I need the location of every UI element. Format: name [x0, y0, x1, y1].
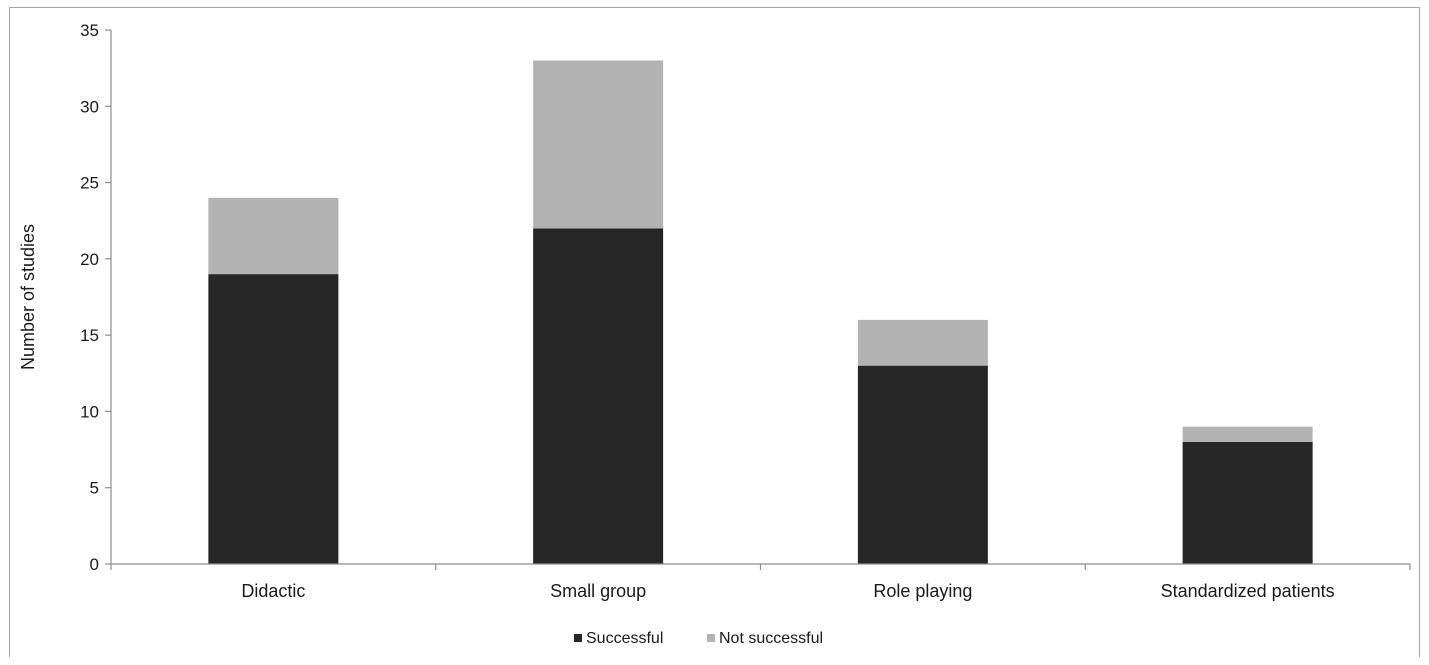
y-tick-label: 10 — [80, 402, 99, 421]
x-category-label: Didactic — [241, 581, 305, 601]
bar-not-successful — [857, 319, 988, 366]
x-category-label: Small group — [550, 581, 646, 601]
stacked-bar-chart: 0 5 10 15 20 25 30 35 Didactic Small group Role p… — [18, 21, 1411, 647]
y-axis-title: Number of studies — [18, 224, 38, 370]
bar-successful — [533, 228, 664, 565]
x-axis-ticks: Didactic Small group Role playing Standardi… — [110, 564, 1411, 601]
y-axis-ticks: 0 5 10 15 20 25 30 35 — [80, 21, 111, 574]
x-category-label: Role playing — [873, 581, 972, 601]
bar-not-successful — [1182, 426, 1313, 442]
bar-successful — [857, 365, 988, 564]
legend-label: Successful — [586, 630, 663, 647]
chart-frame: 0 5 10 15 20 25 30 35 Didactic Small group Role p… — [9, 7, 1420, 657]
bar-successful — [1182, 441, 1313, 564]
y-tick-label: 35 — [80, 21, 99, 40]
bar-not-successful — [533, 60, 664, 229]
legend: Successful Not successful — [574, 630, 823, 647]
legend-label: Not successful — [719, 630, 823, 647]
legend-swatch — [707, 634, 715, 642]
x-category-label: Standardized patients — [1161, 581, 1335, 601]
y-tick-label: 25 — [80, 174, 99, 193]
bar-successful — [208, 274, 339, 564]
bars — [208, 60, 1313, 565]
y-tick-label: 15 — [80, 326, 99, 345]
y-tick-label: 20 — [80, 250, 99, 269]
legend-swatch — [574, 634, 582, 642]
y-tick-label: 30 — [80, 97, 99, 116]
bar-not-successful — [208, 197, 339, 275]
y-tick-label: 0 — [90, 555, 99, 574]
y-tick-label: 5 — [90, 479, 99, 498]
